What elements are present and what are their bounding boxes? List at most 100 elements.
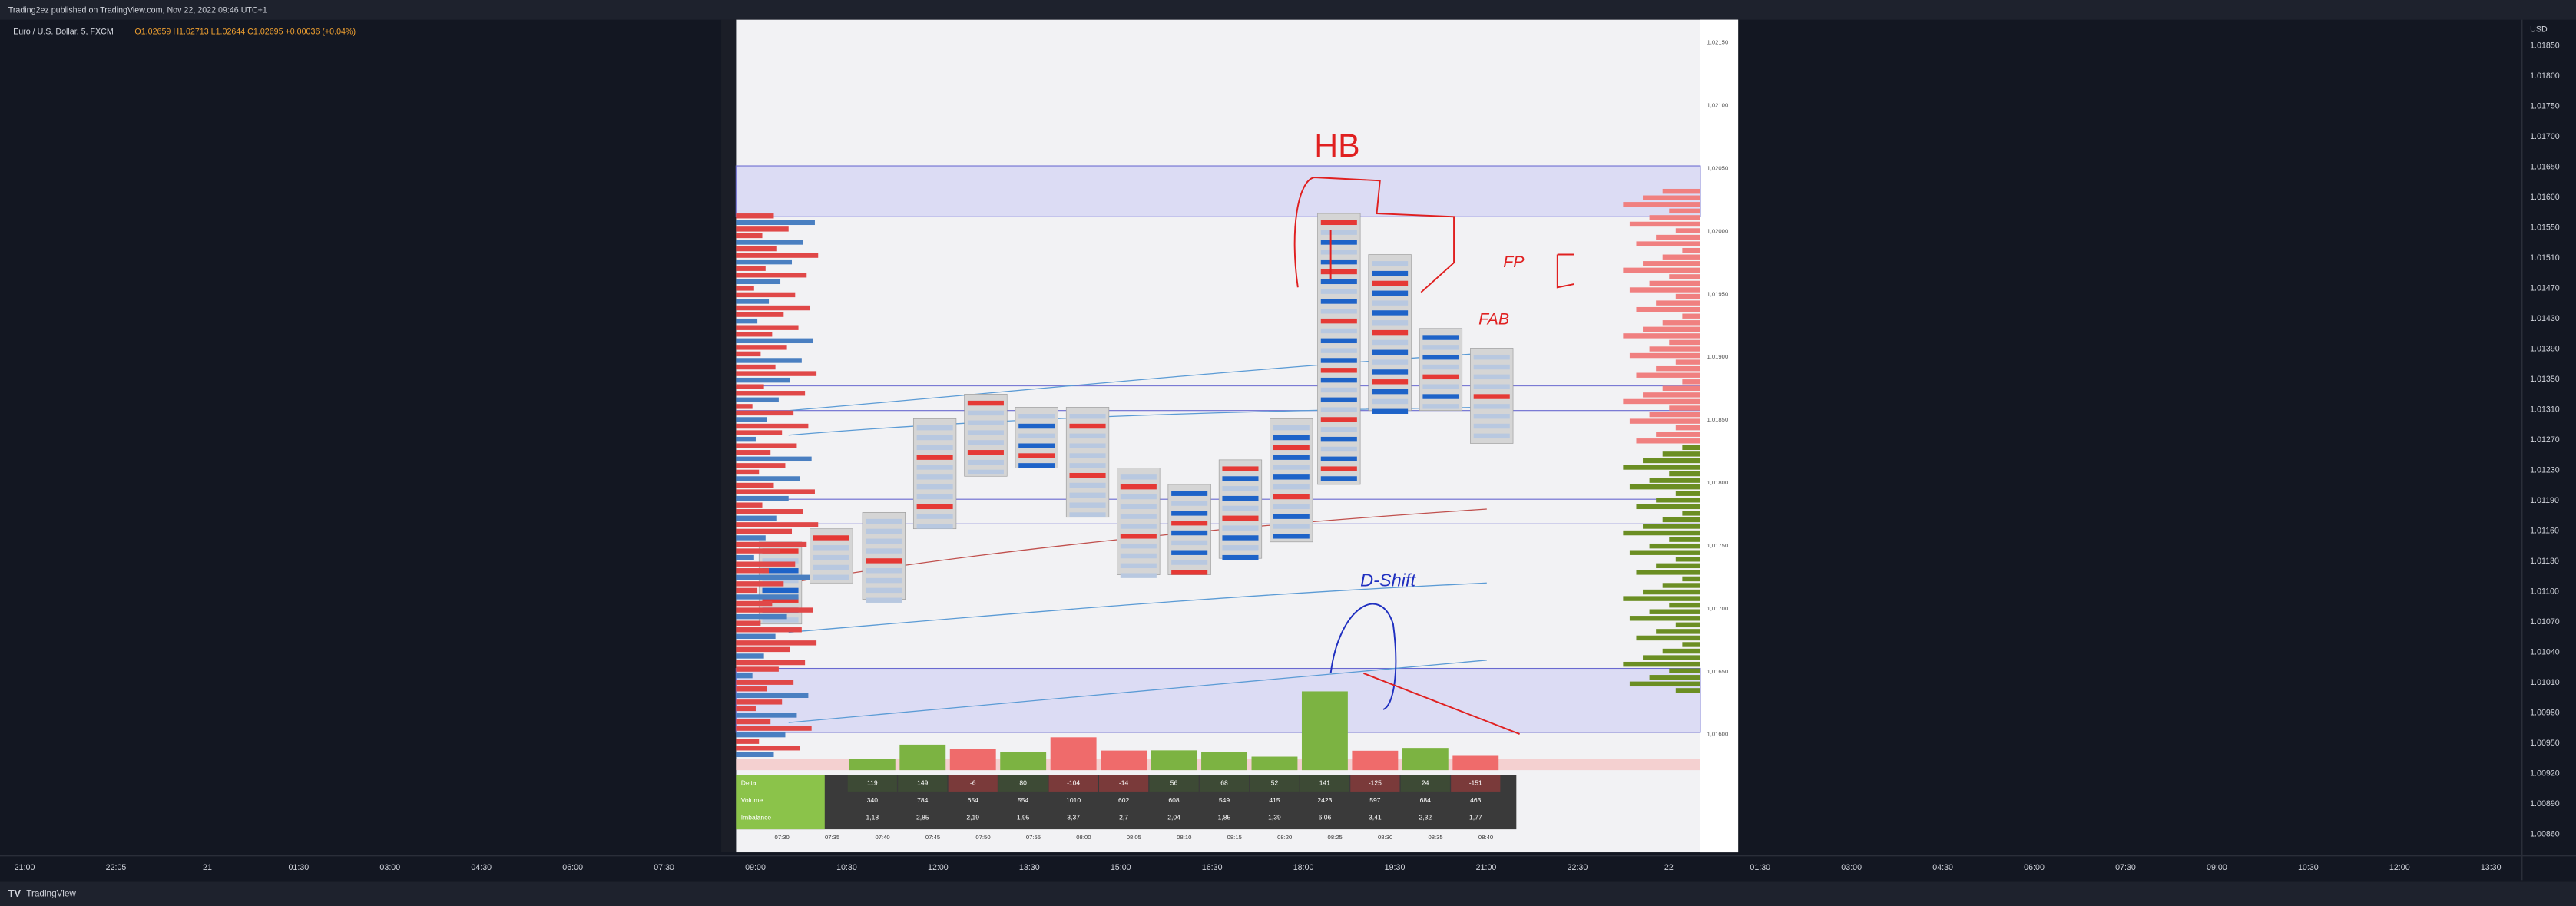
profile-bar	[1669, 208, 1700, 214]
profile-bar	[736, 266, 766, 271]
profile-bar	[736, 509, 803, 514]
cluster-cell	[813, 574, 849, 580]
profile-bar	[736, 305, 810, 311]
cluster-cell	[1320, 446, 1357, 452]
cluster-cell	[1320, 279, 1357, 285]
profile-bar	[1682, 511, 1700, 516]
cluster-cell	[762, 558, 799, 564]
profile-bar	[736, 397, 779, 403]
profile-bar	[1649, 412, 1700, 418]
profile-bar	[1682, 247, 1700, 253]
profile-bar	[736, 653, 764, 659]
cluster-cell	[1372, 408, 1409, 414]
profile-bar	[736, 377, 790, 383]
profile-bar	[1656, 300, 1700, 306]
cluster-cell	[1422, 354, 1459, 360]
cluster-cell	[1473, 354, 1510, 360]
price-label: 1.01550	[2530, 223, 2560, 233]
profile-bar	[736, 640, 817, 646]
cluster-cell	[1473, 384, 1510, 389]
cluster-cell	[916, 474, 953, 480]
cluster-cell	[1069, 413, 1106, 419]
vwap-band	[788, 582, 1487, 633]
profile-bar	[1643, 589, 1700, 595]
profile-bar	[736, 732, 786, 738]
imbalance-value: 1,95	[1017, 813, 1030, 821]
cluster-cell	[1372, 359, 1409, 365]
cluster-cell	[1320, 328, 1357, 334]
cluster-cell	[1422, 335, 1459, 340]
volume-bar	[1201, 752, 1247, 771]
profile-bar	[1623, 465, 1700, 470]
cluster-cell	[866, 597, 902, 603]
cluster-cell	[866, 548, 902, 554]
profile-bar	[736, 541, 807, 547]
publisher: Trading2ez published on TradingView.com,…	[8, 6, 267, 15]
profile-bar	[736, 752, 774, 758]
profile-bar	[736, 574, 810, 580]
cluster-cell	[1320, 309, 1357, 314]
price-label: 1.00950	[2530, 739, 2560, 748]
profile-bar	[1656, 498, 1700, 503]
cluster-cell	[1273, 465, 1310, 470]
volume-bar	[1251, 756, 1298, 771]
profile-bar	[1675, 688, 1700, 693]
delta-cell	[1451, 775, 1501, 792]
cluster-cell	[967, 469, 1004, 475]
inner-price-label: 1,01600	[1707, 731, 1728, 738]
cluster-cell	[1320, 269, 1357, 275]
price-label: 1.01390	[2530, 345, 2560, 354]
inner-time-label: 08:10	[1177, 834, 1191, 841]
imbalance-value: 2,04	[1167, 813, 1180, 821]
profile-bar	[1623, 596, 1700, 601]
profile-bar	[736, 482, 774, 488]
cluster-cell	[1473, 413, 1510, 419]
profile-bar	[736, 600, 773, 607]
cluster-cell	[916, 455, 953, 460]
time-label: 22:30	[1568, 863, 1588, 872]
inner-price-label: 1,01650	[1707, 668, 1728, 675]
cluster-cell	[1422, 345, 1459, 350]
drawing	[1556, 253, 1574, 289]
delta-value: -6	[970, 779, 976, 786]
volume-value: 554	[1018, 796, 1029, 804]
imbalance-value: 2,7	[1119, 813, 1128, 821]
delta-value: 141	[1319, 779, 1331, 786]
profile-bar	[736, 706, 756, 712]
cluster-cell	[866, 538, 902, 544]
profile-bar	[1662, 385, 1700, 392]
profile-bar	[1643, 655, 1700, 660]
time-label: 12:00	[2389, 863, 2410, 872]
time-label: 06:00	[2024, 863, 2045, 872]
cluster-cell	[967, 450, 1004, 455]
inner-price-label: 1,01900	[1707, 353, 1728, 360]
profile-bar	[736, 515, 777, 521]
annotation: FAB	[1478, 310, 1509, 329]
profile-bar	[736, 502, 763, 508]
cluster-cell	[967, 400, 1004, 406]
cluster-cell	[1372, 398, 1409, 405]
cluster	[1117, 468, 1161, 575]
profile-bar	[1682, 313, 1700, 319]
profile-bar	[736, 495, 789, 501]
cluster-cell	[866, 568, 902, 574]
profile-bar	[1675, 425, 1700, 431]
profile-bar	[736, 253, 819, 258]
cluster-cell	[1273, 504, 1310, 510]
cluster-cell	[1018, 433, 1055, 439]
inner-time-label: 07:40	[875, 834, 889, 841]
cluster-cell	[1222, 495, 1259, 501]
profile-bar	[1643, 261, 1700, 266]
cluster-cell	[1120, 484, 1157, 490]
cluster-cell	[1120, 563, 1157, 569]
drawing	[1329, 603, 1397, 710]
profile-bar	[1643, 458, 1700, 464]
profile-bar	[1636, 570, 1700, 575]
profile-bar	[736, 646, 790, 653]
cluster-cell	[1069, 463, 1106, 468]
time-label: 22	[1664, 863, 1674, 872]
cluster-cell	[1320, 230, 1357, 235]
time-label: 07:30	[654, 863, 674, 872]
time-label: 04:30	[1932, 863, 1953, 872]
